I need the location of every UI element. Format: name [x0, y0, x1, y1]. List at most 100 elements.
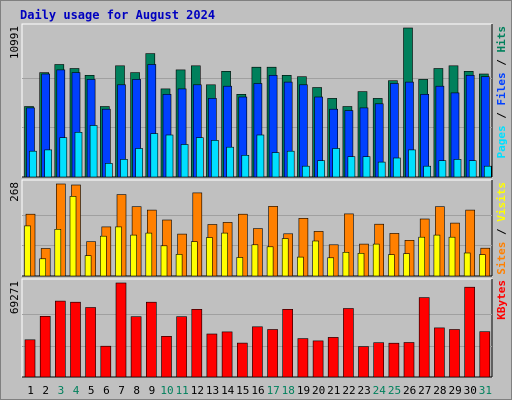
bar-kbytes-day-13: [206, 333, 218, 378]
bar-pages-day-27: [423, 165, 432, 178]
bar-pages-day-17: [271, 152, 280, 178]
legend-entry: /: [495, 53, 508, 73]
day-label: 22: [342, 384, 355, 397]
bar-visits-day-25: [388, 254, 395, 277]
day-label: 3: [58, 384, 65, 397]
day-label: 27: [418, 384, 431, 397]
bar-kbytes-day-31: [479, 331, 491, 378]
bar-visits-day-31: [478, 254, 486, 277]
bar-visits-day-5: [84, 255, 92, 277]
bar-visits-day-16: [251, 244, 259, 277]
bar-visits-day-4: [69, 196, 77, 277]
bar-visits-day-8: [130, 234, 137, 277]
day-label: 10: [160, 384, 173, 397]
bar-kbytes-day-5: [85, 307, 96, 378]
legend-entry: /: [495, 222, 508, 242]
legend-hits-files-pages: Pages / Files / Hits: [495, 26, 508, 159]
day-label: 13: [206, 384, 219, 397]
bar-visits-day-29: [448, 236, 456, 277]
bar-pages-day-28: [438, 160, 447, 178]
day-label: 7: [118, 384, 125, 397]
day-label: 5: [88, 384, 95, 397]
bar-visits-day-9: [145, 232, 153, 277]
day-label: 30: [464, 384, 477, 397]
bar-pages-day-22: [347, 156, 356, 178]
bar-visits-day-23: [357, 253, 365, 277]
day-label: 2: [42, 384, 49, 397]
bar-pages-day-14: [226, 146, 234, 178]
day-label: 1: [27, 384, 34, 397]
bar-pages-day-18: [286, 150, 295, 178]
panel-sites-visits: 268: [8, 179, 493, 277]
axis-max-label: 69271: [8, 281, 21, 314]
panel-kbytes: 69271: [8, 278, 493, 378]
bar-visits-day-2: [39, 258, 47, 277]
bar-kbytes-day-2: [39, 315, 51, 378]
bar-kbytes-day-20: [312, 340, 324, 378]
day-label: 8: [133, 384, 140, 397]
bar-kbytes-day-14: [221, 331, 233, 378]
day-label: 24: [373, 384, 387, 397]
bar-visits-day-27: [418, 236, 426, 277]
bar-pages-day-6: [105, 163, 113, 178]
legend-entry: /: [495, 106, 508, 126]
day-label: 15: [236, 384, 249, 397]
day-label: 21: [327, 384, 340, 397]
day-label: 4: [73, 384, 80, 397]
bar-visits-day-30: [463, 252, 471, 277]
bar-pages-day-12: [196, 137, 204, 178]
day-label: 28: [433, 384, 446, 397]
bar-kbytes-day-16: [252, 326, 263, 378]
bar-visits-day-18: [281, 238, 289, 277]
day-label: 31: [479, 384, 492, 397]
bar-kbytes-day-4: [70, 301, 81, 378]
bar-visits-day-17: [266, 246, 274, 277]
series-kbytes: [24, 282, 491, 378]
bar-kbytes-day-26: [403, 342, 415, 378]
bar-pages-day-30: [468, 160, 477, 178]
bar-pages-day-7: [120, 159, 128, 178]
bar-kbytes-day-10: [161, 335, 172, 378]
bar-visits-day-12: [191, 241, 198, 277]
bar-kbytes-day-3: [54, 300, 66, 378]
bar-kbytes-day-23: [358, 346, 369, 378]
bar-visits-day-22: [342, 252, 350, 277]
bar-visits-day-6: [100, 235, 107, 277]
chart-panels: 10991 268 69271: [8, 23, 493, 378]
bar-pages-day-24: [377, 161, 386, 178]
bar-visits-day-14: [221, 232, 228, 277]
bar-kbytes-day-12: [191, 308, 203, 378]
day-label: 25: [388, 384, 401, 397]
legend-entry: KBytes: [495, 280, 508, 320]
bar-kbytes-day-27: [418, 297, 430, 378]
legend-entry: Hits: [495, 26, 508, 53]
day-label: 23: [357, 384, 370, 397]
panel-hits-files-pages: 10991: [8, 23, 493, 178]
bar-pages-day-10: [165, 134, 174, 178]
bar-pages-day-19: [302, 165, 310, 178]
bar-pages-day-8: [135, 148, 143, 178]
bar-kbytes-day-19: [297, 338, 309, 378]
day-label: 17: [267, 384, 280, 397]
bar-pages-day-21: [332, 148, 341, 178]
legend-sites-visits: Sites / Visits: [495, 182, 508, 275]
bar-pages-day-23: [362, 156, 371, 178]
day-label: 18: [282, 384, 295, 397]
bar-kbytes-day-28: [434, 327, 445, 378]
day-label: 9: [149, 384, 156, 397]
bar-visits-day-20: [312, 240, 319, 277]
bar-visits-day-11: [175, 254, 183, 277]
bar-kbytes-day-30: [464, 286, 476, 378]
bar-pages-day-13: [211, 140, 219, 178]
bar-visits-day-19: [297, 256, 304, 277]
bar-visits-day-28: [433, 234, 441, 277]
bar-visits-day-24: [372, 243, 380, 277]
bar-visits-day-15: [236, 257, 244, 277]
day-label: 6: [103, 384, 110, 397]
bar-pages-day-11: [180, 144, 189, 178]
bar-pages-day-29: [453, 159, 462, 178]
day-label: 12: [191, 384, 204, 397]
day-label: 14: [221, 384, 235, 397]
bar-kbytes-day-18: [282, 308, 294, 378]
